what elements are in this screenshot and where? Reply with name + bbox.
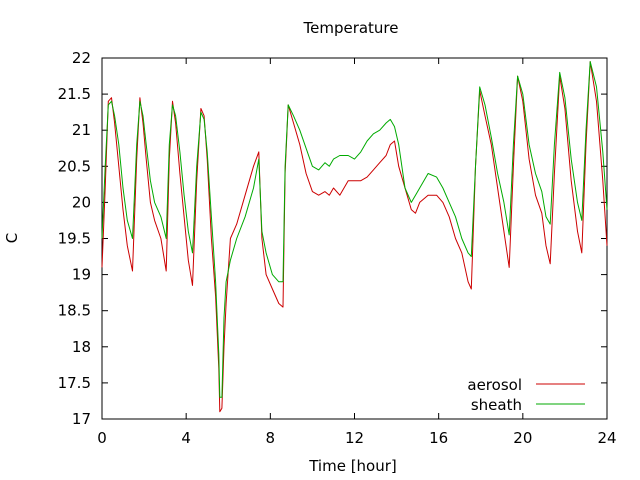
- y-tick-label: 21: [72, 121, 91, 139]
- y-tick-label: 22: [72, 49, 91, 67]
- x-tick-label: 8: [266, 429, 276, 447]
- y-tick-label: 18.5: [58, 302, 91, 320]
- y-tick-labels: 17 17.5 18 18.5 19 19.5 20 20.5 21 21.5 22: [58, 49, 91, 428]
- y-tick-label: 20.5: [58, 157, 91, 175]
- series-lines: [101, 61, 608, 413]
- tick-marks: [101, 57, 608, 420]
- y-tick-label: 17.5: [58, 374, 91, 392]
- chart-title: Temperature: [302, 19, 398, 37]
- legend: aerosol sheath: [467, 376, 585, 414]
- x-tick-label: 16: [429, 429, 448, 447]
- y-tick-label: 21.5: [58, 85, 91, 103]
- y-tick-label: 19: [72, 266, 91, 284]
- y-tick-label: 17: [72, 410, 91, 428]
- x-tick-label: 20: [513, 429, 532, 447]
- y-axis-label: C: [3, 233, 21, 243]
- x-tick-label: 24: [597, 429, 616, 447]
- x-tick-label: 4: [181, 429, 191, 447]
- series-line-aerosol: [101, 61, 608, 413]
- plot-frame: [101, 57, 608, 420]
- y-tick-label: 20: [72, 193, 91, 211]
- y-tick-label: 18: [72, 338, 91, 356]
- legend-label-sheath: sheath: [471, 396, 522, 414]
- x-tick-labels: 0 4 8 12 16 20 24: [97, 429, 616, 447]
- x-axis-label: Time [hour]: [308, 457, 397, 475]
- y-tick-label: 19.5: [58, 230, 91, 248]
- x-tick-label: 0: [97, 429, 107, 447]
- series-line-sheath: [101, 61, 608, 398]
- x-tick-label: 12: [345, 429, 364, 447]
- legend-label-aerosol: aerosol: [467, 376, 522, 394]
